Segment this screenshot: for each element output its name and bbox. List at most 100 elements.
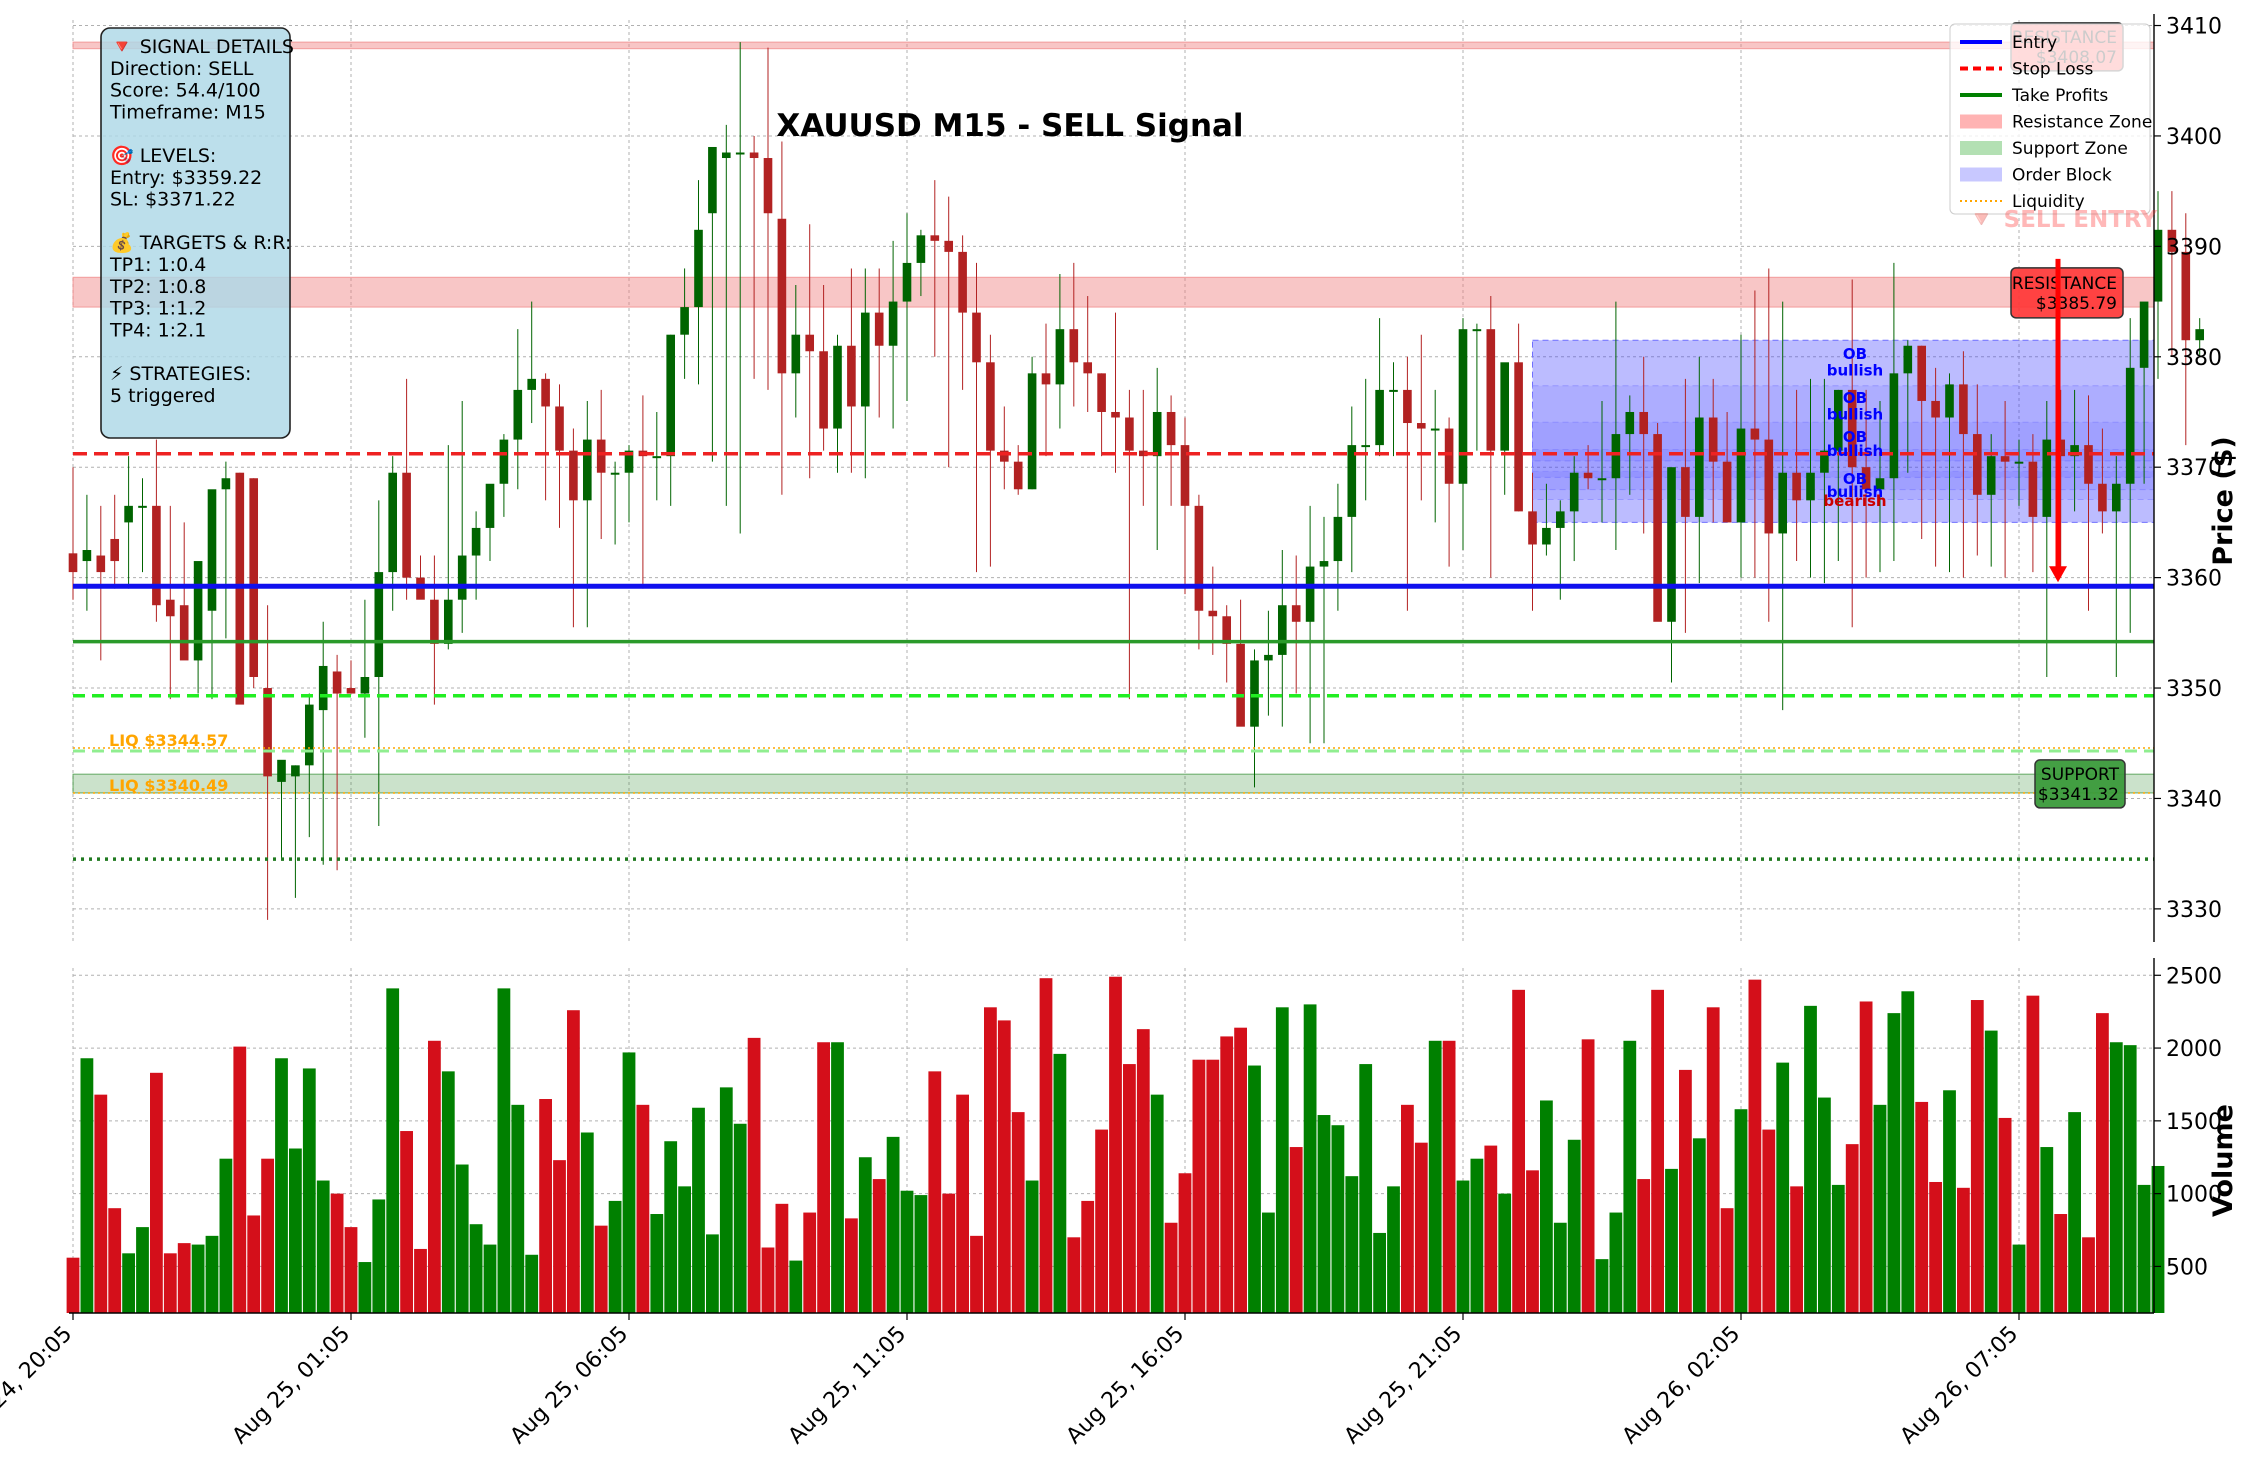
volume-bar — [1901, 991, 1915, 1313]
volume-bar — [1859, 1001, 1873, 1313]
volume-bar — [1011, 1112, 1025, 1313]
candle-body — [1375, 389, 1384, 446]
volume-bar — [289, 1148, 302, 1313]
candle-body — [833, 345, 842, 429]
volume-bar — [761, 1247, 775, 1313]
volume-bar — [789, 1260, 803, 1313]
volume-bar — [1275, 1007, 1289, 1313]
candle-body — [874, 312, 884, 346]
candle-body — [1333, 516, 1343, 562]
candle-body — [1875, 478, 1885, 490]
volume-bar — [1665, 1168, 1678, 1313]
volume-bar — [775, 1203, 789, 1313]
volume-bar — [970, 1235, 983, 1313]
candle-body — [610, 472, 620, 475]
volume-bar — [580, 1132, 594, 1313]
candle-body — [1222, 616, 1232, 644]
volume-bar — [2151, 1165, 2165, 1313]
candle-body — [332, 671, 342, 694]
volume-bar — [747, 1037, 761, 1313]
resistance-box-price: $3385.79 — [2036, 294, 2117, 314]
candle-body — [2000, 456, 2010, 462]
volume-bar — [1303, 1004, 1317, 1313]
volume-bar — [2054, 1214, 2068, 1313]
resistance-zone — [72, 276, 2155, 308]
candle-body — [1069, 329, 1079, 363]
candle-body — [304, 704, 314, 766]
candle-body — [1152, 411, 1162, 457]
candle-body — [360, 676, 370, 694]
volume-bars — [66, 976, 2165, 1313]
signal-details-line: Entry: $3359.22 — [110, 167, 262, 189]
candle-body — [179, 605, 189, 661]
order-block-label: bullish — [1827, 406, 1883, 424]
candle-body — [1653, 434, 1662, 622]
candle-body — [694, 229, 703, 308]
price-tick-label: 3340 — [2166, 787, 2222, 812]
candles — [68, 42, 2205, 920]
volume-bar — [1706, 1007, 1720, 1313]
candle-body — [2014, 461, 2024, 464]
volume-bar — [483, 1244, 497, 1313]
candle-body — [860, 312, 870, 407]
candle-body — [1917, 345, 1927, 401]
candle-body — [485, 483, 495, 528]
candle-body — [1403, 389, 1412, 424]
candle-body — [1347, 445, 1357, 517]
candle-body — [596, 439, 606, 473]
volume-bar — [2012, 1244, 2026, 1313]
candle-body — [930, 235, 940, 241]
volume-bar — [386, 988, 400, 1313]
volume-bar — [1943, 1090, 1956, 1313]
volume-bar — [525, 1254, 539, 1313]
level-lines — [73, 451, 2154, 861]
volume-bar — [1178, 1173, 1192, 1313]
candle-body — [1208, 610, 1218, 617]
candle-body — [1583, 472, 1593, 479]
volume-bar — [1734, 1109, 1748, 1313]
signal-details-line: ⚡ STRATEGIES: — [110, 363, 251, 385]
candle-body — [1764, 439, 1774, 534]
volume-bar — [1790, 1186, 1803, 1313]
candle-body — [1972, 434, 1982, 495]
volume-bar — [1595, 1259, 1609, 1313]
volume-bar — [414, 1248, 427, 1313]
candle-body — [1083, 362, 1093, 374]
volume-bar — [817, 1042, 830, 1313]
volume-bar — [1401, 1104, 1414, 1313]
candle-body — [944, 240, 954, 252]
volume-bar — [997, 1020, 1011, 1313]
volume-bar — [302, 1068, 316, 1313]
volume-bar — [1136, 1029, 1150, 1313]
candle-body — [499, 439, 509, 484]
price-tick-label: 3390 — [2166, 235, 2222, 260]
candle-body — [2042, 439, 2052, 517]
volume-bar — [1540, 1100, 1553, 1313]
candle-body — [652, 456, 662, 459]
volume-bar — [455, 1164, 469, 1313]
candle-body — [749, 152, 759, 159]
candle-body — [1806, 472, 1815, 501]
candle-body — [1778, 472, 1788, 534]
volume-tick-label: 1000 — [2166, 1183, 2222, 1208]
time-tick-label: Aug 26, 07:05 — [1896, 1322, 2024, 1450]
volume-bar — [191, 1244, 205, 1313]
candle-body — [388, 472, 398, 573]
legend-swatch — [1960, 114, 2002, 129]
signal-details-line: 🎯 LEVELS: — [110, 145, 216, 167]
time-tick-label: Aug 25, 11:05 — [784, 1322, 912, 1450]
candle-body — [1667, 467, 1676, 622]
signal-details-line: TP3: 1:1.2 — [109, 298, 206, 320]
candle-body — [124, 505, 133, 523]
signal-details-line: TP1: 1:0.4 — [109, 254, 206, 276]
volume-bar — [275, 1058, 288, 1313]
volume-bar — [1679, 1069, 1692, 1313]
volume-tick-label: 2500 — [2166, 964, 2222, 989]
volume-bar — [1192, 1059, 1206, 1313]
volume-bar — [872, 1179, 886, 1313]
candle-body — [1820, 450, 1829, 473]
volume-bar — [706, 1234, 719, 1313]
candle-body — [318, 665, 328, 711]
order-block-label: bearish — [1823, 492, 1886, 510]
